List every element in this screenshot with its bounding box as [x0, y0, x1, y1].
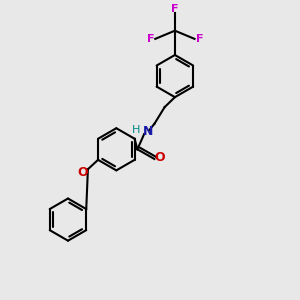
Text: F: F: [196, 34, 203, 44]
Text: F: F: [146, 34, 154, 44]
Text: H: H: [132, 125, 140, 135]
Text: O: O: [77, 166, 88, 178]
Text: F: F: [171, 4, 178, 14]
Text: N: N: [143, 125, 154, 138]
Text: O: O: [154, 151, 165, 164]
